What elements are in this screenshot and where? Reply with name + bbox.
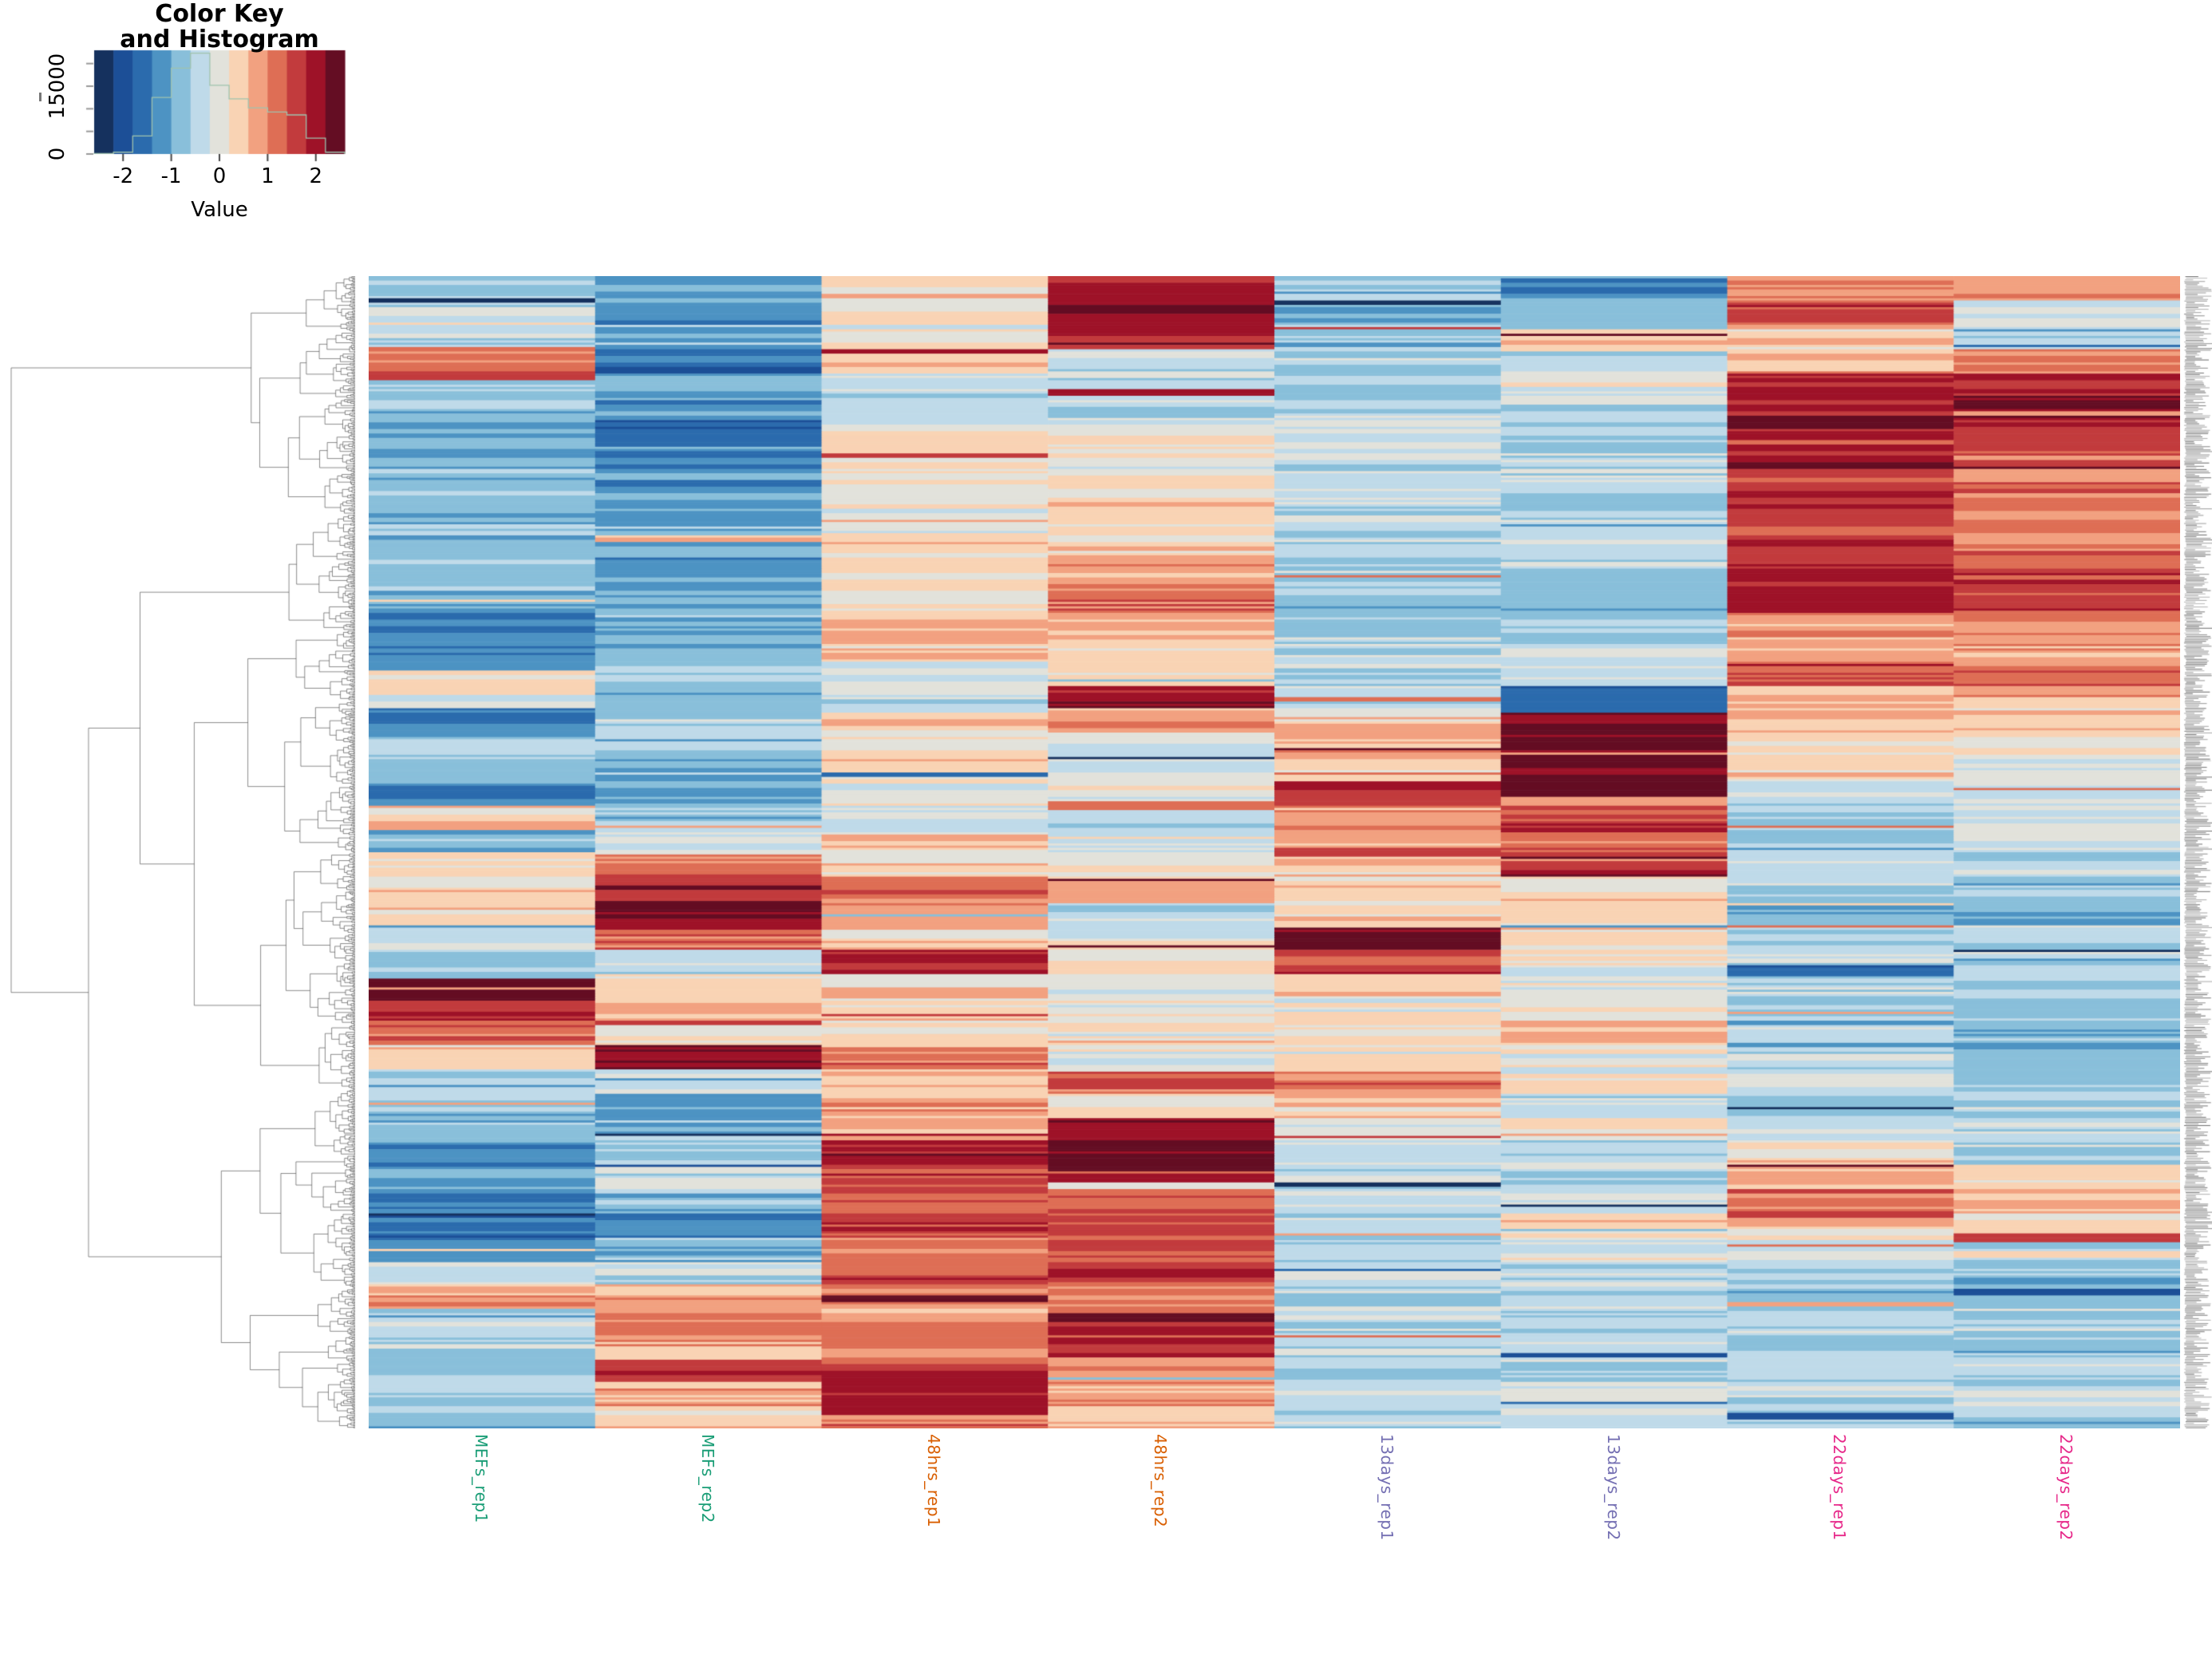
column-label-MEFs_rep2: MEFs_rep2	[697, 1434, 717, 1523]
color-key-title-line1: Color Key	[155, 0, 284, 28]
column-label-13days_rep2: 13days_rep2	[1603, 1434, 1623, 1541]
count-axis-mark	[39, 93, 41, 101]
row-dendrogram	[0, 276, 359, 1428]
color-key: Color Key and Histogram -2 -1 0 1 2 0 15000 V…	[0, 0, 375, 247]
color-key-canvas	[0, 0, 375, 239]
column-label-22days_rep1: 22days_rep1	[1830, 1434, 1850, 1541]
color-key-x-tick-label: 0	[212, 164, 227, 188]
color-key-x-tick-label: 1	[261, 164, 275, 188]
color-key-x-tick-label: -2	[113, 164, 134, 188]
column-label-22days_rep2: 22days_rep2	[2056, 1434, 2076, 1541]
column-label-13days_rep1: 13days_rep1	[1377, 1434, 1396, 1541]
heatmap-matrix	[369, 276, 2180, 1428]
column-label-48hrs_rep1: 48hrs_rep1	[924, 1434, 944, 1528]
color-key-x-tick-label: 2	[309, 164, 323, 188]
column-label-48hrs_rep2: 48hrs_rep2	[1151, 1434, 1171, 1528]
color-key-y-tick-label: 15000	[45, 53, 69, 120]
color-key-value-label: Value	[191, 198, 248, 222]
color-key-title-line2: and Histogram	[120, 26, 319, 53]
row-labels-strip	[2183, 276, 2212, 1428]
color-key-y-tick-label: 0	[45, 147, 69, 161]
column-label-MEFs_rep1: MEFs_rep1	[471, 1434, 491, 1523]
color-key-x-tick-label: -1	[160, 164, 182, 188]
